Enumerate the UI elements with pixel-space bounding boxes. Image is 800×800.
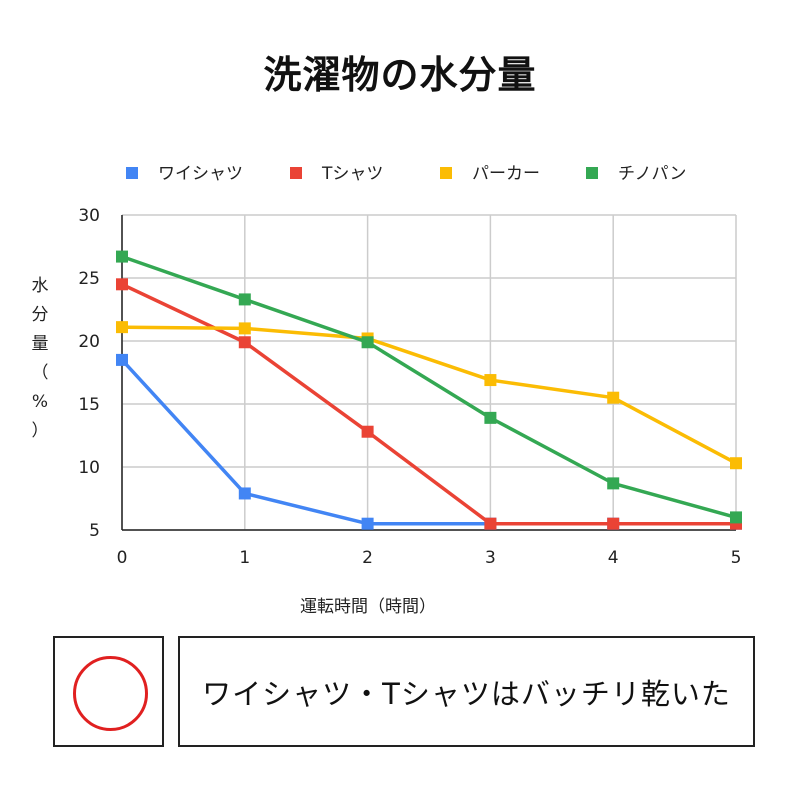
line-chart: ワイシャツ Tシャツ パーカー チノパン 5 10 15 20 25 30 0 1 2 3 4 5 水分量 （… (32, 164, 742, 617)
chart-title: 洗濯物の水分量 (263, 53, 537, 97)
y-axis-label-char: 水 (32, 276, 49, 296)
data-point (730, 457, 742, 470)
legend: ワイシャツ Tシャツ パーカー チノパン (126, 164, 686, 184)
y-tick-label: 30 (78, 206, 100, 226)
x-tick-label: 3 (485, 548, 496, 568)
y-axis-label-char: 分 (32, 305, 49, 325)
series-lines (116, 250, 742, 530)
series-line (121, 282, 736, 526)
series-line (120, 358, 736, 526)
legend-swatch (126, 167, 138, 179)
data-point (607, 517, 620, 530)
verdict-mark-box (53, 636, 164, 747)
data-point (484, 411, 497, 424)
data-point (484, 517, 497, 530)
legend-swatch (440, 167, 452, 179)
x-tick-label: 0 (117, 548, 128, 568)
y-tick-label: 10 (78, 458, 100, 478)
x-tick-label: 2 (362, 548, 373, 568)
legend-label: パーカー (472, 164, 540, 184)
y-axis-label-char: ） (32, 421, 49, 441)
data-point (730, 511, 742, 524)
series-line (121, 254, 737, 520)
y-axis-label-char: （ (32, 363, 49, 383)
y-tick-label: 5 (89, 521, 100, 541)
gridlines (121, 214, 737, 531)
x-tick-label: 1 (239, 548, 250, 568)
x-axis-label: 運転時間（時間） (300, 597, 436, 617)
y-axis-label-char: 量 (32, 334, 49, 354)
y-axis-label: 水分量 （% ） (32, 276, 49, 441)
x-tick-label: 5 (731, 548, 742, 568)
legend-label: チノパン (618, 164, 686, 184)
verdict-text: ワイシャツ・Tシャツはバッチリ乾いた (178, 636, 755, 747)
data-point (607, 391, 620, 404)
x-tick-label: 4 (608, 548, 619, 568)
y-axis-label-char: % (32, 392, 48, 412)
data-point (238, 487, 251, 500)
legend-swatch (586, 167, 598, 179)
data-point (361, 517, 374, 530)
tick-labels: 5 10 15 20 25 30 0 1 2 3 4 5 (78, 206, 741, 568)
y-tick-label: 15 (78, 395, 100, 415)
y-tick-label: 25 (78, 269, 100, 289)
data-point (484, 374, 497, 387)
legend-label: Tシャツ (321, 164, 383, 184)
data-point (116, 250, 128, 263)
data-point (238, 322, 251, 335)
data-point (116, 353, 128, 366)
data-point (116, 321, 128, 334)
data-point (361, 425, 374, 438)
y-tick-label: 20 (78, 332, 100, 352)
legend-swatch (290, 167, 302, 179)
legend-label: ワイシャツ (158, 164, 243, 184)
data-point (116, 278, 128, 291)
axes (121, 215, 736, 531)
data-point (238, 293, 251, 306)
data-point (238, 336, 251, 349)
series-line (121, 325, 737, 465)
red-circle-icon (73, 656, 148, 731)
data-point (607, 477, 620, 490)
data-point (361, 336, 374, 349)
